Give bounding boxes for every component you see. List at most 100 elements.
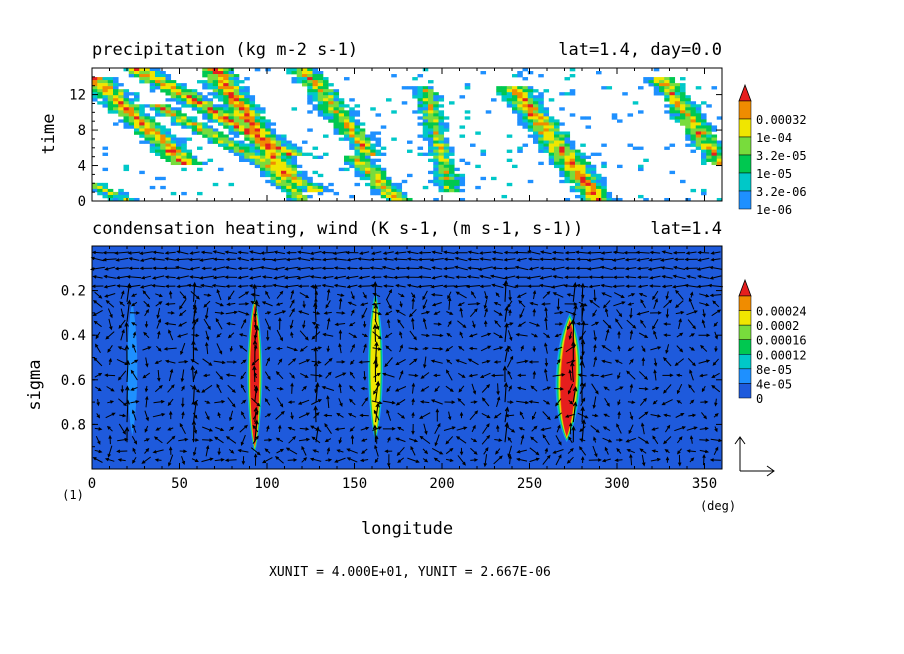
- wind-arrow: [238, 302, 250, 306]
- precip-cell: [585, 161, 592, 166]
- precip-cell: [170, 140, 177, 144]
- wind-arrow: [237, 448, 249, 453]
- precip-cell: [312, 170, 319, 175]
- precip-cell: [643, 80, 649, 84]
- wind-arrow: [602, 300, 611, 309]
- wind-arrow: [213, 360, 226, 365]
- wind-arrow: [216, 383, 222, 394]
- precip-cell: [690, 110, 697, 114]
- precip-cell: [527, 98, 534, 102]
- precip-cell: [170, 134, 177, 138]
- wind-arrow: [105, 331, 115, 340]
- precip-cell: [144, 128, 151, 132]
- precip-cell: [181, 149, 187, 153]
- wind-arrow: [641, 345, 646, 353]
- precip-cell: [165, 113, 172, 117]
- wind-arrow: [120, 385, 125, 394]
- precip-cell: [564, 197, 571, 202]
- precip-cell: [170, 158, 177, 162]
- precip-cell: [674, 95, 681, 99]
- colorbar-segment: [738, 190, 752, 210]
- wind-arrow: [237, 266, 249, 271]
- precip-cell: [170, 86, 177, 90]
- precip-cell: [265, 155, 271, 159]
- precip-cell: [354, 122, 361, 126]
- wind-arrow: [641, 357, 646, 366]
- wind-arrow: [491, 257, 504, 261]
- wind-arrow-updraft: [503, 382, 509, 403]
- wind-arrow: [127, 251, 141, 255]
- precip-cell: [428, 119, 434, 123]
- precip-cell: [307, 95, 313, 99]
- wind-arrow: [168, 446, 173, 455]
- precip-cell: [118, 101, 124, 105]
- precip-cell: [538, 143, 544, 147]
- precip-cell: [197, 167, 203, 172]
- precip-cell: [664, 77, 670, 81]
- precip-cell: [181, 191, 187, 196]
- wind-arrow: [274, 310, 287, 316]
- precip-cell: [517, 101, 523, 105]
- precip-cell: [207, 116, 214, 120]
- precip-cell: [270, 137, 277, 141]
- wind-arrow: [154, 360, 162, 364]
- wind-arrow: [338, 398, 343, 407]
- precip-cell: [664, 83, 670, 87]
- precip-cell: [291, 152, 298, 156]
- precip-cell: [254, 110, 261, 114]
- wind-arrow: [273, 266, 285, 271]
- precip-cell: [470, 143, 476, 147]
- wind-arrow: [459, 411, 464, 419]
- precip-cell: [270, 167, 277, 172]
- precip-cell: [464, 110, 471, 114]
- wind-arrow: [96, 413, 100, 419]
- wind-arrow: [199, 275, 215, 280]
- precip-cell: [674, 119, 681, 123]
- precip-cell: [428, 170, 434, 175]
- precip-cell: [228, 149, 235, 153]
- wind-arrow: [592, 309, 598, 317]
- precip-cell: [706, 125, 712, 129]
- wind-arrow: [362, 291, 367, 299]
- wind-arrow: [617, 399, 621, 406]
- wind-arrow: [283, 284, 299, 289]
- precip-cell: [249, 137, 256, 141]
- precip-cell: [102, 77, 109, 81]
- wind-arrow: [601, 458, 611, 463]
- precip-cell: [286, 158, 292, 162]
- precip-cell: [186, 95, 193, 99]
- precip-cell: [359, 155, 366, 159]
- precip-cell: [239, 155, 245, 159]
- precip-cell: [197, 98, 203, 102]
- colorbar-triangle: [738, 83, 752, 102]
- precip-cell: [680, 92, 686, 96]
- wind-arrow: [387, 436, 391, 443]
- wind-arrow: [564, 302, 578, 306]
- wind-arrow: [290, 382, 294, 394]
- colorbar-segment: [738, 310, 752, 326]
- precip-cell: [428, 101, 434, 105]
- wind-arrow: [397, 426, 405, 431]
- precip-cell: [228, 116, 235, 120]
- wind-arrow: [665, 456, 670, 463]
- wind-arrow-updraft: [313, 302, 318, 322]
- wind-arrow: [229, 410, 234, 422]
- precip-cell: [585, 170, 592, 175]
- precip-cell: [433, 131, 439, 135]
- precip-cell: [370, 185, 376, 190]
- precip-cell: [317, 74, 324, 78]
- precip-cell: [575, 155, 581, 159]
- precip-cell: [223, 140, 229, 144]
- precip-cell: [522, 110, 529, 114]
- precip-cell: [123, 113, 130, 117]
- precip-cell: [349, 155, 355, 159]
- precip-cell: [622, 92, 628, 96]
- precip-cell: [359, 158, 366, 162]
- wind-arrow: [701, 319, 706, 328]
- wind-arrow: [361, 438, 368, 442]
- precip-cell: [323, 110, 329, 114]
- precip-cell: [197, 92, 203, 96]
- wind-arrow: [459, 447, 464, 456]
- precip-cell: [286, 182, 292, 187]
- wind-arrow: [333, 266, 346, 270]
